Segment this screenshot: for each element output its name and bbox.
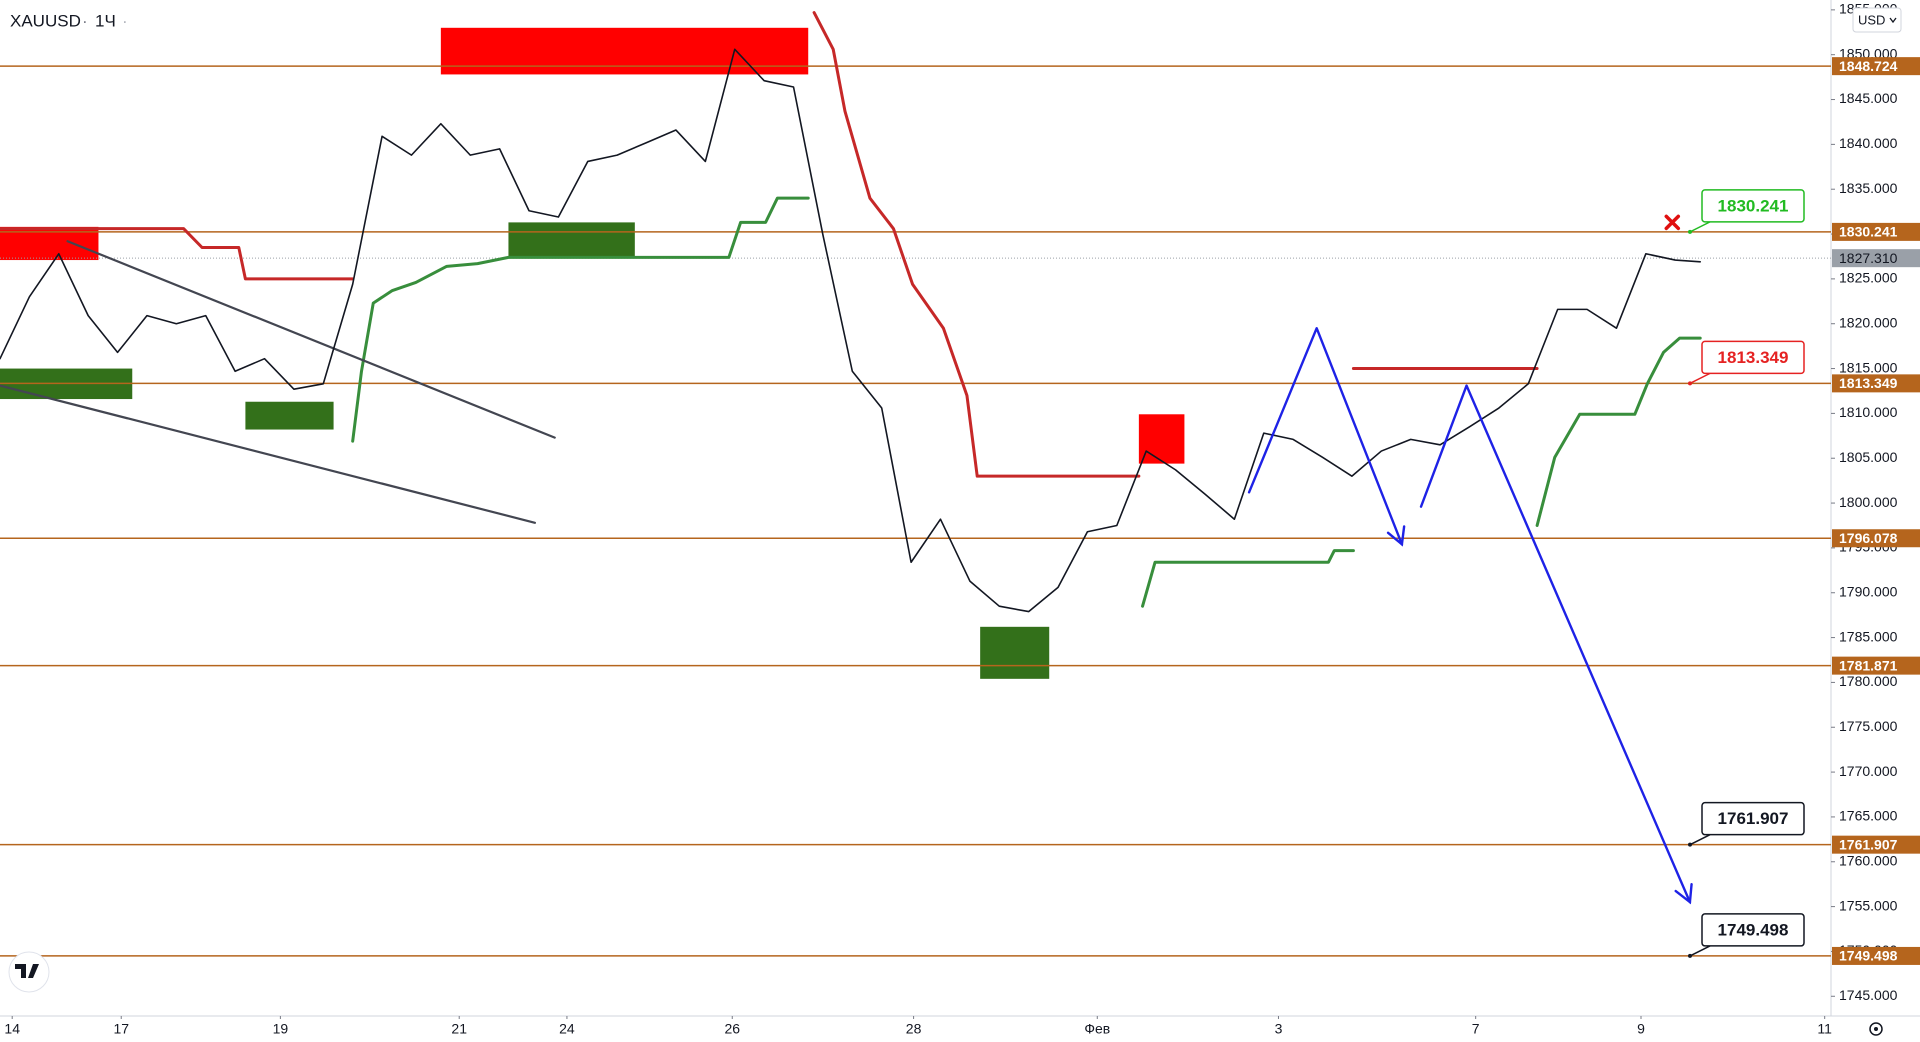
y-tick-label: 1800.000 — [1839, 494, 1898, 510]
y-tick-label: 1810.000 — [1839, 404, 1898, 420]
callout-box — [1701, 913, 1805, 947]
trail-down — [0, 227, 355, 281]
settings-icon[interactable] — [1869, 1022, 1883, 1036]
y-tick-label: 1820.000 — [1839, 314, 1898, 330]
y-tick-label: 1790.000 — [1839, 583, 1898, 599]
logo — [8, 951, 50, 993]
y-tick-label: 1765.000 — [1839, 808, 1898, 824]
arrow-head — [1674, 882, 1693, 905]
y-tick-label: 1840.000 — [1839, 135, 1898, 151]
level-label-bg — [1832, 529, 1920, 548]
level-label: 1781.871 — [1839, 657, 1898, 673]
level-label-bg — [1832, 946, 1920, 965]
trendline — [0, 384, 536, 524]
y-tick-label: 1775.000 — [1839, 718, 1898, 734]
callout-anchor — [1688, 953, 1692, 958]
level-label: 1796.078 — [1839, 530, 1898, 546]
callout-leader — [1689, 221, 1711, 233]
x-tick-label: 11 — [1817, 1021, 1832, 1037]
y-tick-label: 1815.000 — [1839, 359, 1898, 375]
trail-up — [351, 196, 810, 443]
currency-selector[interactable]: USD — [1852, 7, 1902, 33]
callout-label: 1749.498 — [1718, 920, 1789, 939]
level-label-bg — [1832, 656, 1920, 675]
level-label-bg — [1832, 835, 1920, 854]
zone — [980, 626, 1050, 679]
callout-leader — [1689, 945, 1711, 957]
level-label: 1830.241 — [1839, 224, 1898, 240]
y-tick-label: 1845.000 — [1839, 90, 1898, 106]
settings-button[interactable] — [1869, 1022, 1883, 1036]
symbol: XAUUSD — [10, 11, 81, 30]
zone — [508, 222, 635, 258]
zone — [1138, 414, 1185, 464]
callout-anchor — [1688, 229, 1692, 234]
last-price-bg — [1832, 249, 1920, 268]
y-tick-label: 1805.000 — [1839, 449, 1898, 465]
trail-up — [1535, 336, 1702, 527]
y-tick-label: 1760.000 — [1839, 852, 1898, 868]
x-tick-label: 19 — [273, 1021, 289, 1037]
last-price-label: 1827.310 — [1839, 250, 1898, 266]
callout-anchor — [1688, 842, 1692, 847]
level-label: 1749.498 — [1839, 948, 1898, 964]
x-tick-label: 17 — [113, 1021, 129, 1037]
x-tick-label: 21 — [451, 1021, 467, 1037]
y-tick-label: 1755.000 — [1839, 897, 1898, 913]
x-tick-label: 24 — [559, 1021, 575, 1037]
currency-label[interactable]: USD — [1858, 12, 1885, 27]
callout-label: 1813.349 — [1718, 348, 1789, 367]
x-tick-label: 26 — [724, 1021, 740, 1037]
y-tick-label: 1780.000 — [1839, 673, 1898, 689]
trendline — [66, 240, 556, 439]
y-tick-label: 1745.000 — [1839, 987, 1898, 1003]
x-tick-label: 3 — [1275, 1021, 1283, 1037]
callout-box — [1701, 340, 1805, 375]
callout-leader — [1689, 833, 1711, 846]
currency-button[interactable] — [1852, 7, 1902, 33]
separator: · — [82, 11, 88, 30]
axes: 1745.0001750.0001755.0001760.0001765.000… — [4, 1, 1920, 1037]
y-tick-label: 1785.000 — [1839, 628, 1898, 644]
callout-label: 1830.241 — [1718, 196, 1789, 215]
logo-circle — [8, 951, 50, 993]
level-label-bg — [1832, 222, 1920, 241]
separator: · — [122, 11, 128, 30]
cross-marker — [1664, 214, 1681, 231]
arrow-head — [1386, 525, 1406, 547]
y-tick-label: 1835.000 — [1839, 180, 1898, 196]
arrow — [1247, 327, 1404, 546]
x-tick-label: Фев — [1084, 1021, 1110, 1037]
callout-label: 1761.907 — [1718, 809, 1789, 828]
y-tick-label: 1770.000 — [1839, 763, 1898, 779]
plot-area: 1830.241 1813.349 1761.907 1749.498 — [0, 11, 1831, 958]
level-label-bg — [1832, 57, 1920, 76]
callout-leader — [1689, 372, 1711, 385]
callout-box — [1701, 801, 1805, 836]
level-label: 1761.907 — [1839, 836, 1898, 852]
zone — [245, 401, 334, 430]
price-line — [0, 48, 1702, 613]
callout-box — [1701, 189, 1805, 223]
settings-icon-center[interactable] — [1874, 1027, 1878, 1031]
callout-anchor — [1688, 381, 1692, 386]
arrow — [1419, 384, 1692, 904]
level-label-bg — [1832, 374, 1920, 393]
x-tick-label: 14 — [4, 1021, 20, 1037]
x-tick-label: 28 — [906, 1021, 922, 1037]
zone — [440, 27, 809, 75]
logo-mark — [15, 964, 39, 978]
level-label: 1813.349 — [1839, 375, 1898, 391]
dropdown-chevron[interactable] — [1889, 17, 1897, 24]
x-tick-label: 7 — [1472, 1021, 1480, 1037]
y-tick-label: 1825.000 — [1839, 270, 1898, 286]
trail-down — [812, 11, 1141, 478]
trail-up — [1141, 549, 1355, 608]
x-tick-label: 9 — [1637, 1021, 1645, 1037]
level-label: 1848.724 — [1839, 58, 1898, 74]
interval: 1Ч — [95, 11, 116, 30]
